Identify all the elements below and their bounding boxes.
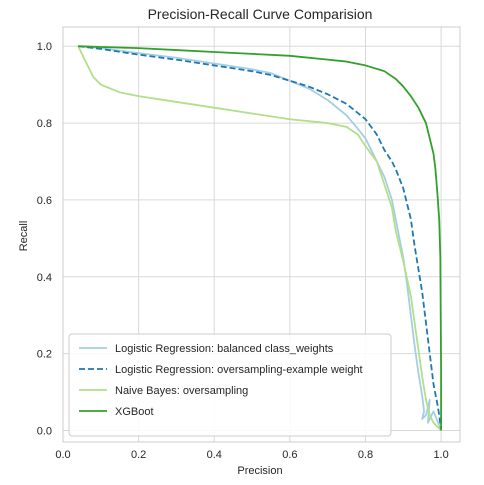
y-axis-label: Recall: [18, 221, 30, 252]
y-tick-label: 0.0: [37, 425, 52, 437]
legend: Logistic Regression: balanced class_weig…: [69, 334, 391, 436]
x-tick-label: 0.2: [131, 449, 146, 461]
y-tick-label: 0.4: [37, 272, 52, 284]
chart-title: Precision-Recall Curve Comparision: [148, 6, 373, 22]
x-tick-label: 0.8: [358, 449, 373, 461]
x-axis-label: Precision: [237, 465, 282, 477]
x-tick-label: 0.0: [55, 449, 70, 461]
y-tick-label: 1.0: [37, 41, 52, 53]
y-tick-label: 0.2: [37, 349, 52, 361]
y-tick-label: 0.8: [37, 118, 52, 130]
y-tick-label: 0.6: [37, 195, 52, 207]
legend-label: Logistic Regression: balanced class_weig…: [115, 343, 334, 355]
legend-label: Logistic Regression: oversampling-exampl…: [115, 364, 363, 376]
legend-label: XGBoot: [115, 406, 154, 418]
x-tick-label: 0.6: [282, 449, 297, 461]
legend-label: Naive Bayes: oversampling: [115, 385, 248, 397]
x-tick-label: 0.4: [207, 449, 222, 461]
x-tick-label: 1.0: [433, 449, 448, 461]
